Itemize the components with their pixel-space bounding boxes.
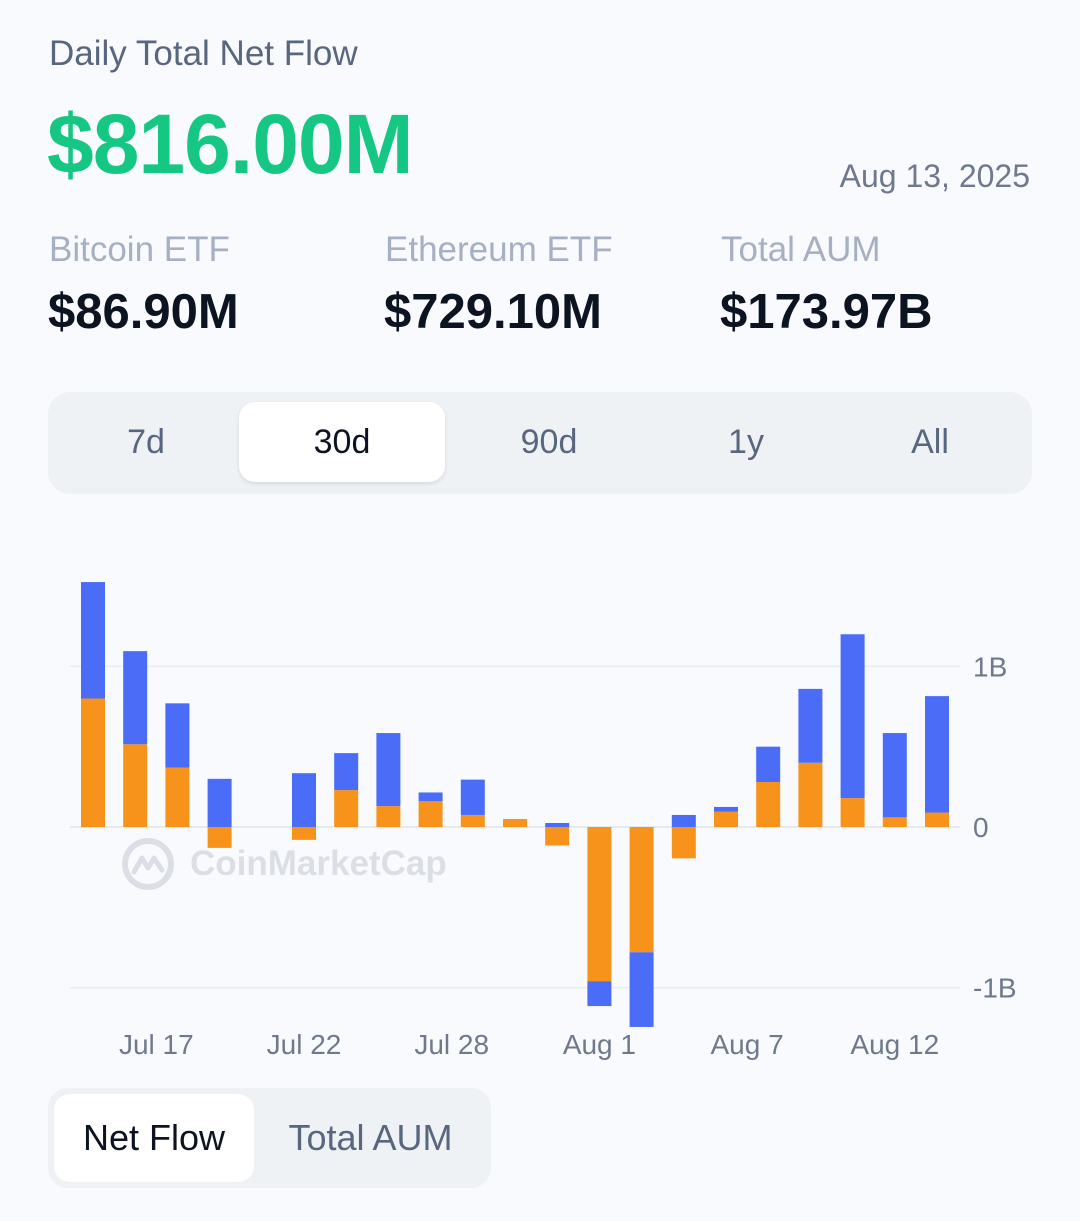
bar-series0-day7 xyxy=(376,806,401,827)
bitcoin-etf-value: $86.90M xyxy=(48,285,239,339)
bar-series0-day17 xyxy=(798,762,823,827)
bar-series1-day15 xyxy=(714,806,738,812)
bar-series0-day8 xyxy=(418,801,443,827)
bar-series0-day3 xyxy=(207,827,232,848)
bar-series1-day1 xyxy=(123,651,148,745)
tab-90d[interactable]: 90d xyxy=(520,423,578,461)
total-aum-value: $173.97B xyxy=(720,285,933,339)
bitcoin-etf-label: Bitcoin ETF xyxy=(49,230,230,269)
tab-total-aum[interactable]: Total AUM xyxy=(288,1117,453,1158)
total-aum-label: Total AUM xyxy=(721,230,881,269)
x-tick-label: Aug 12 xyxy=(850,1029,939,1060)
ethereum-etf-value: $729.10M xyxy=(384,285,602,339)
bar-series1-day5 xyxy=(292,773,316,827)
chart-mode-tabs: Net Flow Total AUM xyxy=(48,1088,491,1188)
bar-series1-day11 xyxy=(545,822,570,827)
bar-series1-day7 xyxy=(376,733,401,807)
bar-series1-day14 xyxy=(671,814,696,827)
bar-series1-day0 xyxy=(81,582,105,699)
date-label: Aug 13, 2025 xyxy=(839,158,1030,194)
coinmarketcap-logo-icon xyxy=(122,838,174,890)
bar-series0-day0 xyxy=(81,698,105,827)
x-tick-label: Jul 17 xyxy=(119,1029,194,1060)
x-tick-label: Aug 1 xyxy=(563,1029,636,1060)
bar-series0-day14 xyxy=(671,827,696,859)
bar-series0-day11 xyxy=(545,827,570,846)
bar-series1-day2 xyxy=(165,703,190,768)
bar-series1-day13 xyxy=(629,952,654,1027)
y-tick-label: 1B xyxy=(973,651,1007,682)
bar-series0-day5 xyxy=(292,827,316,840)
bar-series0-day16 xyxy=(756,782,781,827)
tab-all[interactable]: All xyxy=(911,423,949,461)
x-tick-label: Jul 28 xyxy=(414,1029,489,1060)
bar-series0-day2 xyxy=(165,767,190,827)
bar-series1-day18 xyxy=(840,634,865,799)
net-flow-chart: 1B 0 -1B Jul 17 Jul 22 Jul 28 Aug 1 Aug 7 Aug 12 xyxy=(70,582,1017,1060)
watermark-text: CoinMarketCap xyxy=(190,844,447,883)
tab-net-flow[interactable]: Net Flow xyxy=(54,1094,254,1182)
bar-series0-day18 xyxy=(840,798,865,827)
bar-series1-day17 xyxy=(798,688,823,763)
bar-series0-day19 xyxy=(882,817,907,827)
y-tick-label: -1B xyxy=(973,973,1017,1004)
ethereum-etf-label: Ethereum ETF xyxy=(385,230,613,269)
bar-series0-day9 xyxy=(460,814,485,827)
net-flow-value: $816.00M xyxy=(47,97,414,191)
bar-series1-day8 xyxy=(418,792,443,802)
bar-series1-day3 xyxy=(207,778,232,827)
tab-7d[interactable]: 7d xyxy=(127,423,165,461)
x-tick-label: Jul 22 xyxy=(267,1029,342,1060)
bar-series1-day19 xyxy=(882,733,907,818)
bar-series0-day15 xyxy=(714,811,738,827)
coinmarketcap-watermark: CoinMarketCap xyxy=(120,836,447,892)
bar-series0-day10 xyxy=(503,818,527,827)
bar-series0-day12 xyxy=(587,827,612,982)
bar-series1-day6 xyxy=(334,753,359,791)
x-tick-label: Aug 7 xyxy=(711,1029,784,1060)
bar-series1-day20 xyxy=(925,696,949,813)
tab-30d[interactable]: 30d xyxy=(239,402,445,482)
bar-series0-day1 xyxy=(123,744,148,827)
bar-series1-day9 xyxy=(460,779,485,815)
tab-1y[interactable]: 1y xyxy=(728,423,764,461)
bar-series1-day12 xyxy=(587,981,612,1007)
time-range-tabs: 7d 30d 90d 1y All xyxy=(48,392,1032,494)
page-title: Daily Total Net Flow xyxy=(49,34,358,73)
bar-series0-day13 xyxy=(629,827,654,953)
bar-series0-day6 xyxy=(334,790,359,827)
bar-series0-day20 xyxy=(925,812,949,827)
y-tick-label: 0 xyxy=(973,812,989,843)
bar-series1-day16 xyxy=(756,746,781,783)
